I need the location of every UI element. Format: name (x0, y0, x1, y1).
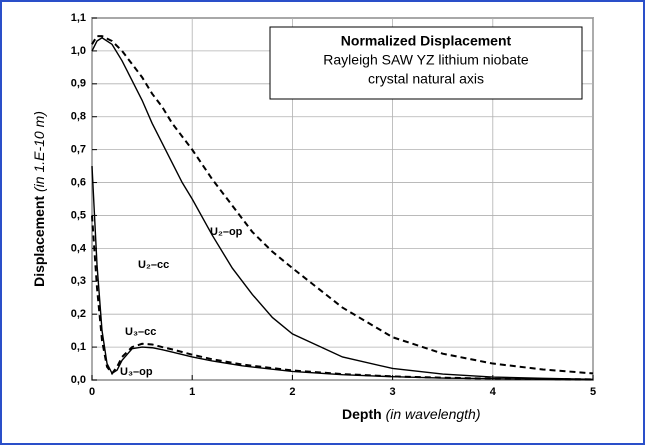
chart-subtitle: crystal natural axis (368, 71, 484, 87)
x-tick-label: 4 (490, 386, 497, 398)
y-tick-label: 1,1 (71, 12, 86, 24)
y-tick-label: 0,9 (71, 78, 86, 90)
legend-box (269, 26, 583, 100)
y-tick-label: 0,8 (71, 111, 86, 123)
y-tick-label: 0,4 (71, 242, 87, 254)
y-tick-label: 0,7 (71, 144, 86, 156)
x-tick-label: 2 (289, 386, 295, 398)
series-label: U₂–cc (138, 259, 169, 271)
series-label: U₃–op (120, 366, 153, 378)
y-axis-label-main: Displacement (31, 196, 47, 287)
x-tick-label: 5 (590, 386, 596, 398)
y-tick-label: 0,2 (71, 308, 86, 320)
y-tick-label: 0,1 (71, 341, 86, 353)
x-tick-label: 3 (390, 386, 396, 398)
y-tick-label: 0,5 (71, 209, 86, 221)
y-axis-label: Displacement (in 1.E-10 m) (31, 111, 47, 287)
series-label: U₃–cc (125, 326, 156, 338)
series-line (91, 35, 594, 375)
series-line (91, 36, 594, 381)
x-tick-label: 1 (189, 386, 195, 398)
y-tick-label: 1,0 (71, 45, 86, 57)
y-tick-label: 0,3 (71, 275, 86, 287)
chart-title: Normalized Displacement (341, 33, 512, 49)
x-axis-label: Depth (in wavelength) (342, 406, 481, 422)
x-axis-label-unit: (in wavelength) (386, 406, 481, 422)
chart-subtitle: Rayleigh SAW YZ lithium niobate (323, 52, 529, 68)
series-label: U₂–op (210, 226, 243, 238)
y-tick-label: 0,0 (71, 374, 86, 386)
series-line (91, 215, 594, 381)
y-tick-label: 0,6 (71, 176, 86, 188)
x-axis-label-main: Depth (342, 406, 382, 422)
y-axis-label-unit: (in 1.E-10 m) (31, 111, 47, 192)
x-tick-label: 0 (89, 386, 95, 398)
